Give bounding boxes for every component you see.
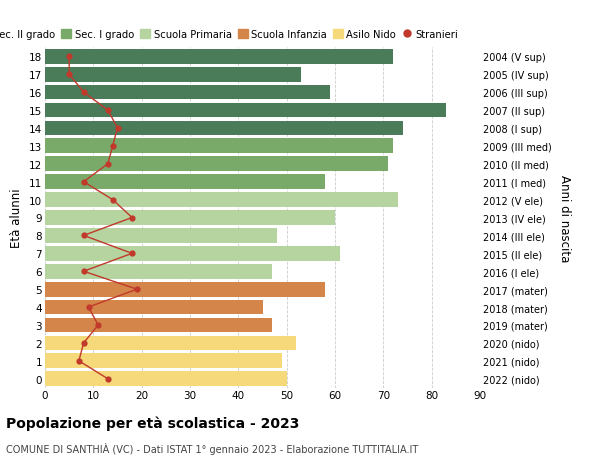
Bar (45, 336, 296, 351)
Y-axis label: Età alunni: Età alunni (10, 188, 23, 248)
Bar (45, 193, 398, 207)
Bar (45, 318, 272, 333)
Bar (45, 157, 388, 172)
Bar (45, 121, 403, 136)
Bar (45, 85, 330, 100)
Bar (45, 103, 446, 118)
Bar (45, 67, 301, 82)
Text: COMUNE DI SANTHIÀ (VC) - Dati ISTAT 1° gennaio 2023 - Elaborazione TUTTITALIA.IT: COMUNE DI SANTHIÀ (VC) - Dati ISTAT 1° g… (6, 442, 418, 453)
Bar (45, 372, 287, 386)
Bar (45, 354, 282, 369)
Bar (45, 300, 263, 315)
Bar (45, 211, 335, 225)
Bar (45, 264, 272, 279)
Bar (45, 282, 325, 297)
Bar (45, 229, 277, 243)
Bar (45, 139, 393, 154)
Bar (45, 246, 340, 261)
Text: Popolazione per età scolastica - 2023: Popolazione per età scolastica - 2023 (6, 415, 299, 430)
Legend: Sec. II grado, Sec. I grado, Scuola Primaria, Scuola Infanzia, Asilo Nido, Stran: Sec. II grado, Sec. I grado, Scuola Prim… (0, 30, 458, 40)
Y-axis label: Anni di nascita: Anni di nascita (558, 174, 571, 262)
Bar (45, 50, 393, 64)
Bar (45, 175, 325, 190)
